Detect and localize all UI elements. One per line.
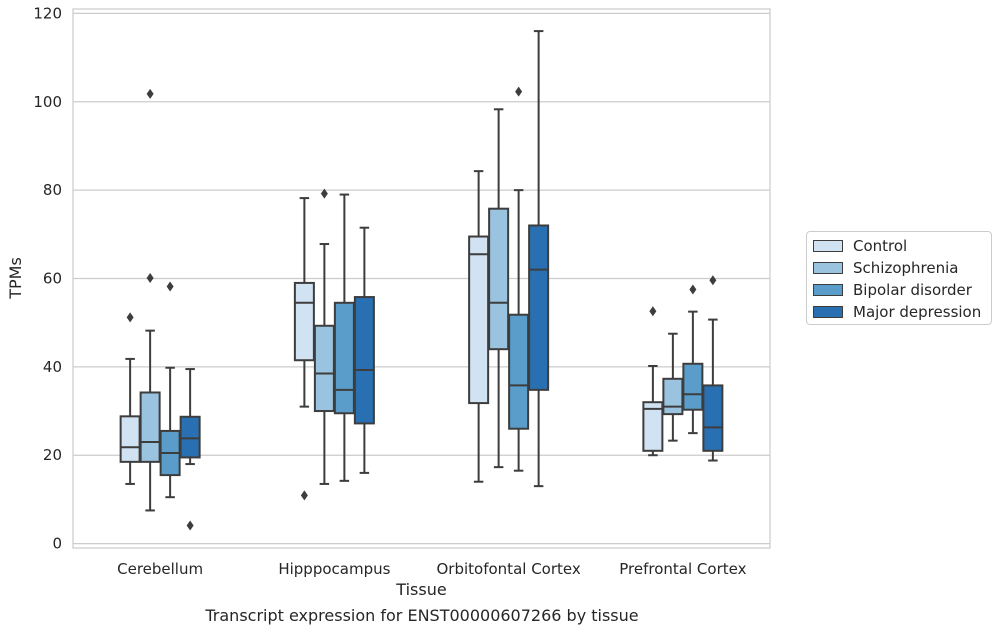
box-iqr [119, 415, 141, 463]
legend-item-major-depression: Major depression [813, 301, 981, 323]
y-tick-label: 0 [52, 535, 62, 553]
figure-caption: Transcript expression for ENST0000060726… [205, 606, 639, 625]
box [642, 306, 664, 457]
box-iqr [528, 224, 550, 391]
outlier-point [515, 86, 523, 97]
box-iqr [293, 281, 315, 362]
legend-label: Major depression [853, 303, 982, 321]
box [702, 275, 724, 462]
legend-swatch-control [813, 240, 843, 252]
box-iqr [642, 401, 664, 452]
box-iqr [353, 296, 375, 425]
y-tick-labels: 0 20 40 60 80 100 120 [33, 4, 62, 552]
outlier-point [709, 275, 717, 286]
legend-item-control: Control [813, 235, 907, 257]
box-iqr [702, 384, 724, 452]
series-bipolar-disorder [159, 86, 704, 499]
box [528, 30, 550, 488]
y-tick-label: 120 [33, 4, 62, 22]
y-axis-label: TPMs [6, 257, 25, 300]
legend: Control Schizophrenia Bipolar disorder M… [806, 231, 992, 325]
box [179, 368, 201, 531]
outlier-point [146, 88, 154, 99]
legend-swatch-major-depression [813, 306, 843, 318]
y-tick-label: 20 [43, 446, 62, 464]
box [468, 170, 490, 483]
y-tick-label: 40 [43, 358, 62, 376]
outlier-point [186, 520, 194, 531]
outlier-point [126, 312, 134, 323]
x-tick-label: Prefrontal Cortex [619, 560, 746, 578]
plot-frame [72, 8, 771, 549]
outlier-point [166, 281, 174, 292]
y-tick-label: 100 [33, 93, 62, 111]
box [159, 281, 181, 499]
series-schizophrenia [139, 88, 684, 512]
x-axis-label: Tissue [395, 580, 446, 599]
y-tick-label: 80 [43, 181, 62, 199]
box-iqr [662, 377, 684, 416]
box [313, 188, 335, 485]
outlier-point [146, 273, 154, 284]
outlier-point [649, 306, 657, 317]
box-iqr [468, 235, 490, 405]
x-tick-label: Cerebellum [117, 560, 203, 578]
box [119, 312, 141, 485]
y-tick-label: 60 [43, 270, 62, 288]
box-iqr [682, 362, 704, 411]
box [293, 197, 315, 501]
legend-label: Control [853, 237, 908, 255]
box-iqr [488, 207, 510, 351]
legend-label: Bipolar disorder [853, 281, 972, 299]
box [333, 193, 355, 482]
box-iqr [333, 301, 355, 415]
x-tick-label: Orbitofontal Cortex [437, 560, 581, 578]
box-iqr [508, 313, 530, 430]
box-iqr [313, 324, 335, 413]
legend-swatch-schizophrenia [813, 262, 843, 274]
box [353, 226, 375, 474]
outlier-point [320, 188, 328, 199]
box-iqr [139, 391, 161, 463]
legend-item-bipolar-disorder: Bipolar disorder [813, 279, 972, 301]
box-iqr [179, 415, 201, 459]
outlier-point [300, 490, 308, 501]
box [662, 332, 684, 442]
legend-item-schizophrenia: Schizophrenia [813, 257, 958, 279]
outlier-point [689, 284, 697, 295]
box [139, 88, 161, 512]
legend-label: Schizophrenia [853, 259, 959, 277]
box [682, 284, 704, 435]
box [488, 108, 510, 469]
x-tick-labels: Cerebellum Hipppocampus Orbitofontal Corte… [117, 560, 746, 578]
legend-swatch-bipolar-disorder [813, 284, 843, 296]
box-groups [119, 30, 724, 531]
series-control [119, 170, 664, 501]
series-major-depression [179, 30, 724, 531]
x-tick-label: Hipppocampus [278, 560, 390, 578]
